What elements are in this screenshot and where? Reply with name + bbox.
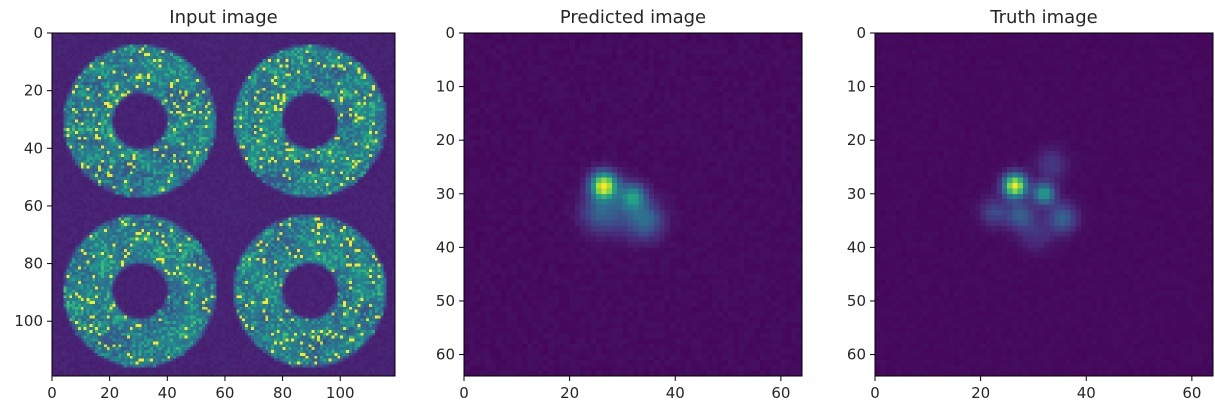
y-tick-label: 10 xyxy=(436,78,455,96)
y-tick-label: 30 xyxy=(847,185,866,203)
y-tick-label: 20 xyxy=(24,82,43,100)
y-tick-label: 100 xyxy=(14,312,43,330)
y-tick-label: 20 xyxy=(436,131,455,149)
y-tick-label: 50 xyxy=(436,292,455,310)
x-tick-label: 80 xyxy=(273,384,292,402)
y-tick-label: 10 xyxy=(847,78,866,96)
y-tick-label: 30 xyxy=(436,185,455,203)
y-tick-label: 0 xyxy=(856,24,866,42)
y-tick-label: 60 xyxy=(847,346,866,364)
x-tick-label: 60 xyxy=(215,384,234,402)
axes-frame xyxy=(463,32,803,377)
x-tick-label: 60 xyxy=(1182,384,1201,402)
heatmap-panel-3: Truth image 0 20 40 60 0 10 20 30 40 50 60 xyxy=(847,7,1214,402)
x-tick-label: 0 xyxy=(870,384,880,402)
heatmap-panel-1: Input image 0 20 40 60 80 100 0 20 40 60 80 100 xyxy=(14,7,396,402)
y-tick-label: 0 xyxy=(445,24,455,42)
axes-frame xyxy=(51,32,396,377)
y-tick-label: 80 xyxy=(24,255,43,273)
x-tick-label: 100 xyxy=(326,384,355,402)
y-tick-label: 0 xyxy=(33,24,43,42)
panel-title: Truth image xyxy=(989,7,1097,28)
x-tick-label: 40 xyxy=(666,384,685,402)
y-tick-label: 50 xyxy=(847,292,866,310)
panel-title: Predicted image xyxy=(560,7,706,28)
y-tick-label: 60 xyxy=(24,197,43,215)
x-tick-label: 20 xyxy=(971,384,990,402)
x-tick-label: 0 xyxy=(459,384,469,402)
y-tick-label: 20 xyxy=(847,131,866,149)
y-tick-label: 40 xyxy=(436,238,455,256)
x-tick-label: 20 xyxy=(100,384,119,402)
heatmap-image xyxy=(464,33,802,376)
y-tick-label: 40 xyxy=(847,238,866,256)
x-tick-label: 60 xyxy=(771,384,790,402)
heatmap-panel-2: Predicted image 0 20 40 60 0 10 20 30 40 50 60 xyxy=(436,7,803,402)
x-tick-label: 0 xyxy=(47,384,57,402)
panel-title: Input image xyxy=(169,7,277,28)
x-tick-label: 40 xyxy=(158,384,177,402)
y-tick-label: 40 xyxy=(24,139,43,157)
heatmap-image xyxy=(875,33,1213,376)
heatmap-image xyxy=(52,33,395,376)
x-tick-label: 40 xyxy=(1077,384,1096,402)
y-tick-label: 60 xyxy=(436,346,455,364)
x-tick-label: 20 xyxy=(560,384,579,402)
axes-frame xyxy=(874,32,1214,377)
